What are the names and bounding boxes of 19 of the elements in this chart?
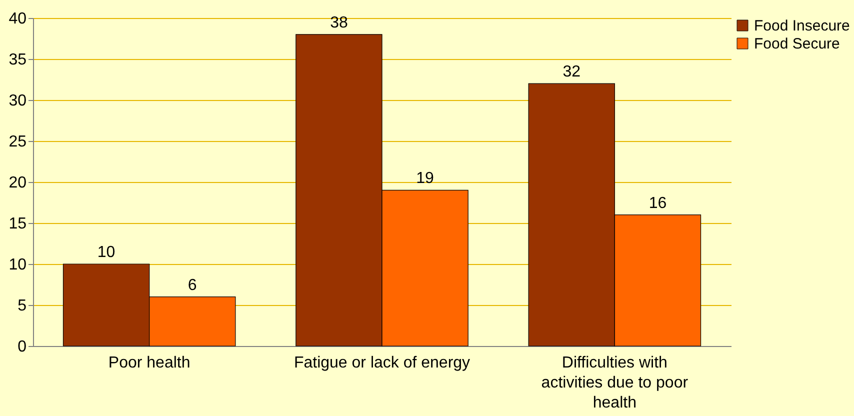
x-tick-label: Difficulties with activities due to poor health (541, 354, 689, 412)
y-tick-label: 10 (8, 256, 27, 274)
data-label: 32 (562, 64, 581, 81)
y-tick-label: 40 (8, 10, 27, 28)
legend-label: Food Insecure (754, 18, 850, 34)
x-tick-label: Fatigue or lack of energy (294, 354, 470, 372)
data-label: 10 (97, 244, 116, 261)
data-label: 38 (330, 14, 348, 32)
y-tick-label: 25 (8, 134, 27, 150)
y-tick-label: 30 (8, 92, 27, 110)
legend-label: Food Secure (754, 36, 840, 52)
data-label: 6 (188, 276, 197, 294)
y-tick-label: 0 (18, 338, 27, 356)
y-tick-label: 20 (8, 174, 27, 192)
y-tick-label: 5 (18, 298, 27, 314)
data-label: 16 (648, 194, 667, 212)
x-tick-label: Poor health (108, 354, 190, 372)
y-tick-label: 35 (8, 52, 27, 68)
y-tick-label: 15 (8, 216, 27, 232)
